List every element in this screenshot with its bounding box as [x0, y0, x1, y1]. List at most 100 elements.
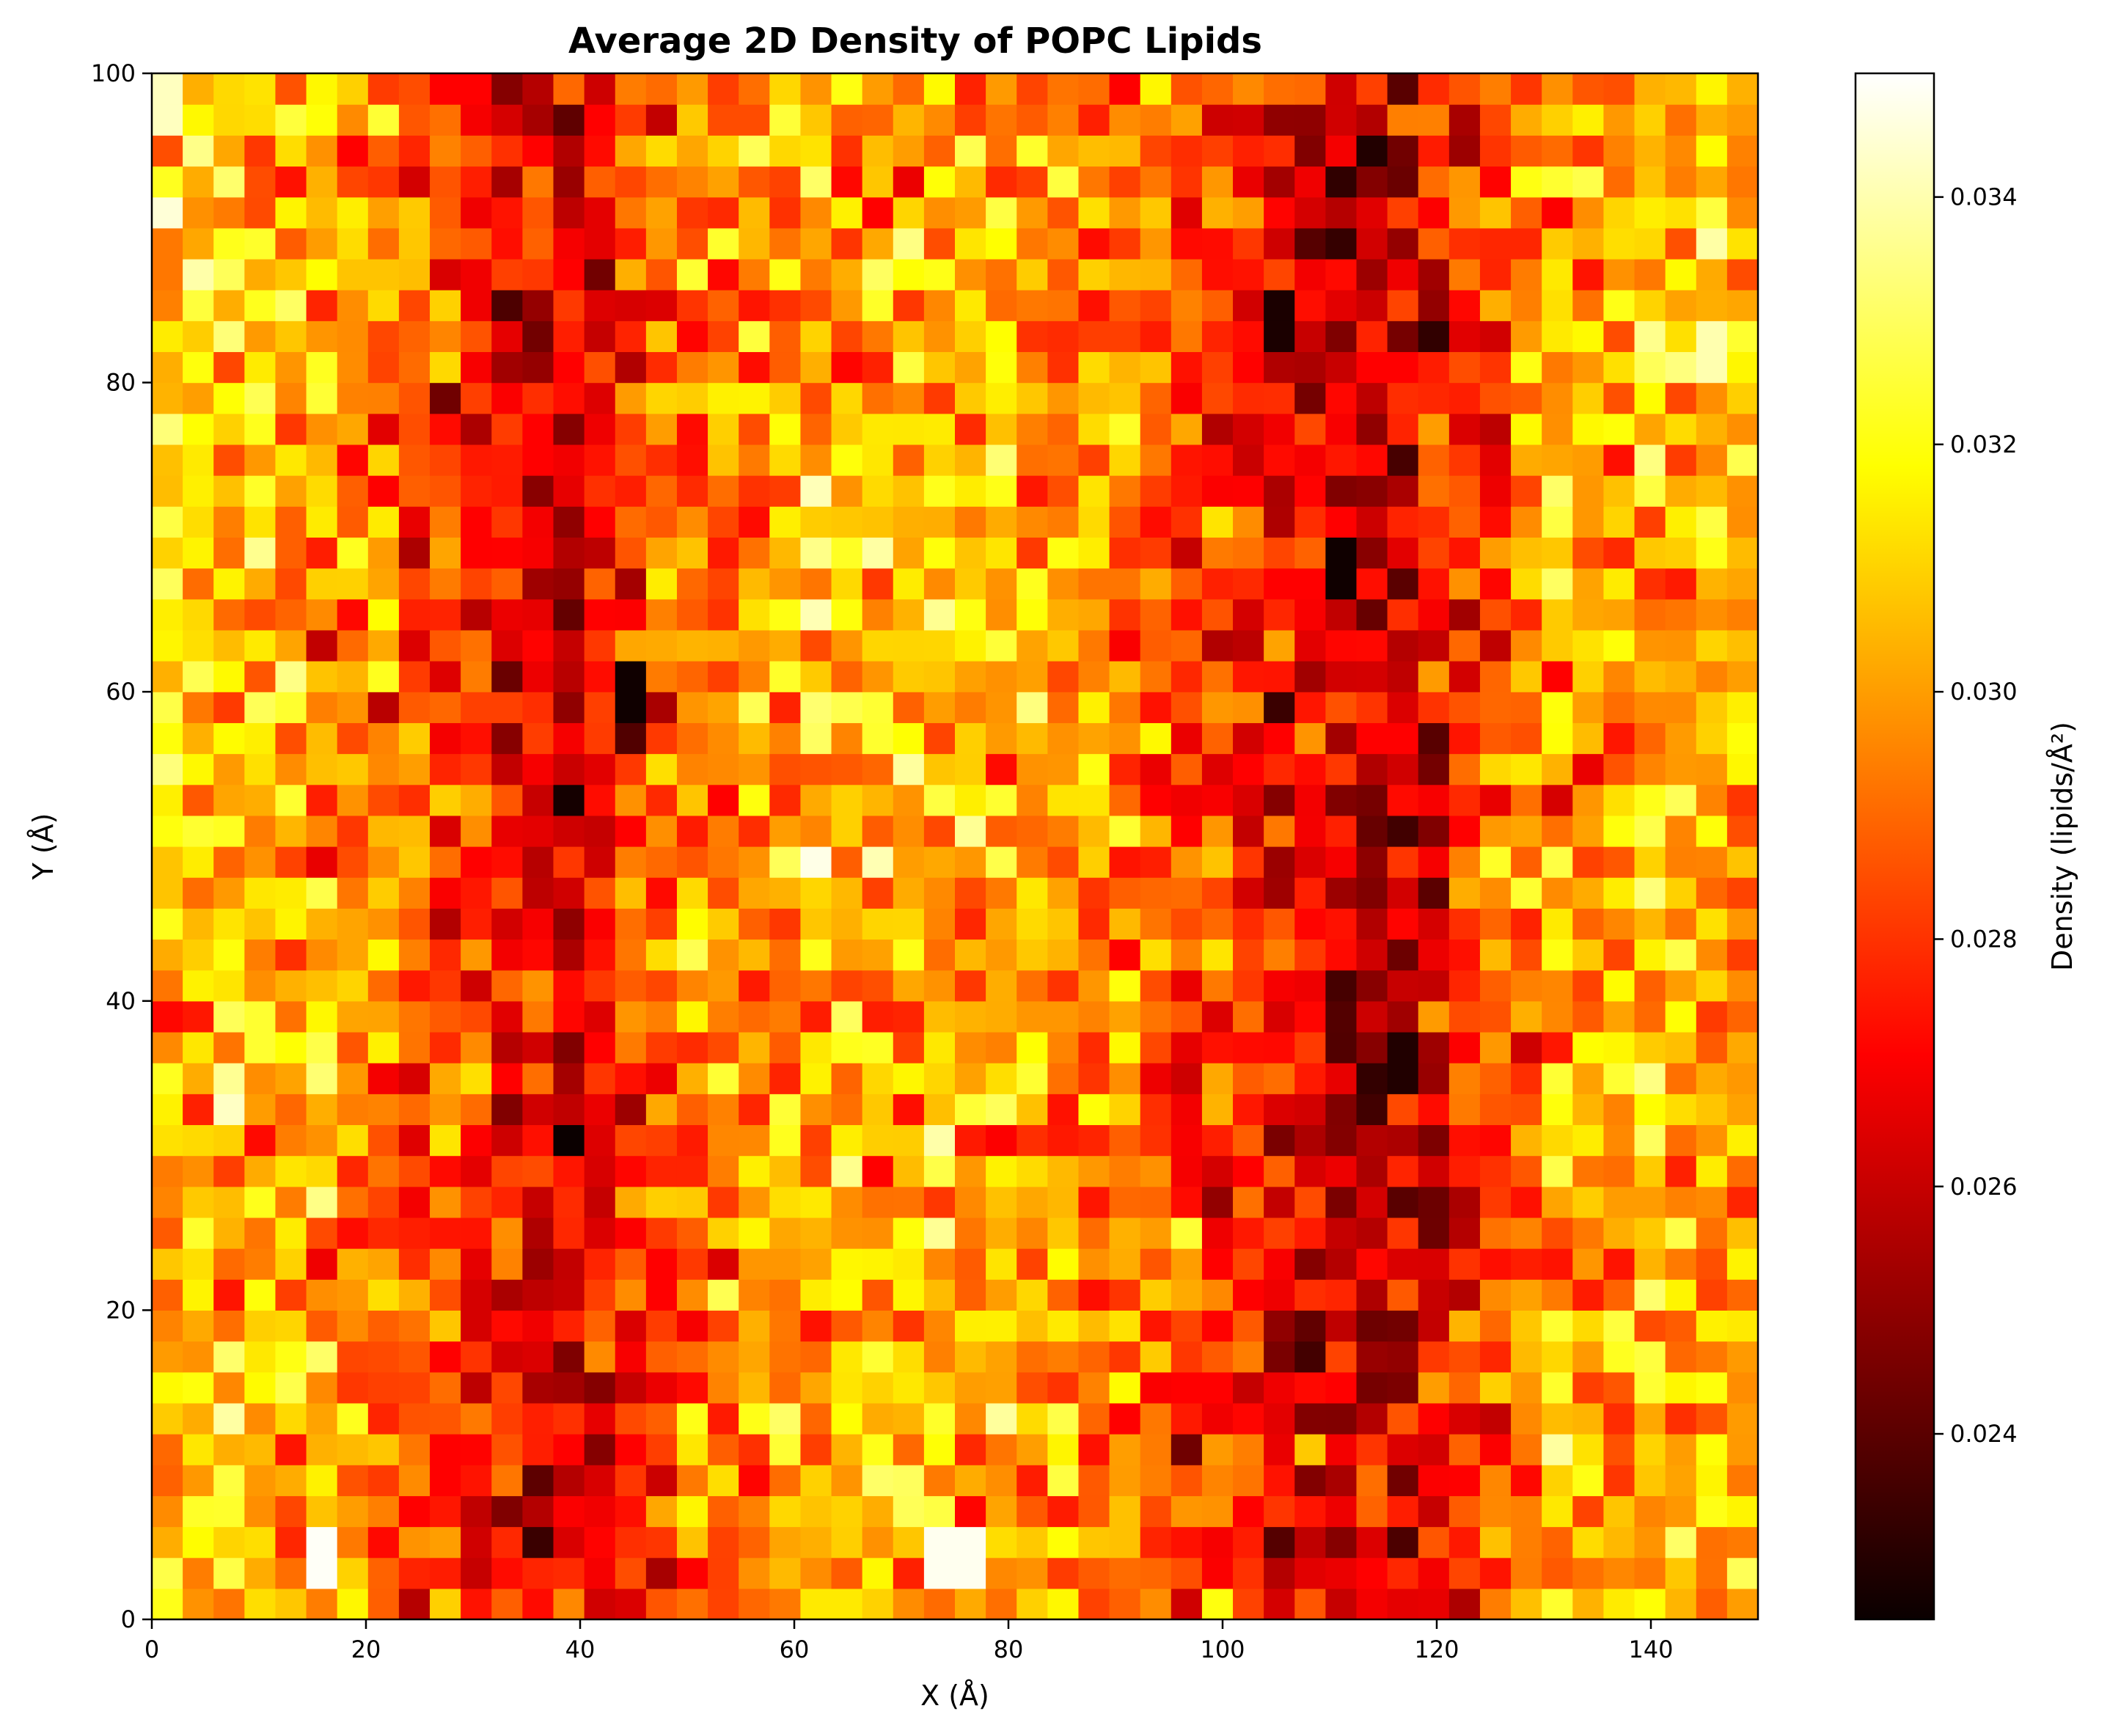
heatmap-cell: [337, 1063, 369, 1094]
heatmap-cell: [986, 908, 1017, 940]
heatmap-cell: [430, 1124, 461, 1157]
heatmap-cell: [584, 258, 616, 290]
heatmap-cell: [1696, 73, 1728, 105]
heatmap-cell: [1634, 1248, 1666, 1280]
heatmap-cell: [461, 1465, 492, 1496]
heatmap-cell: [1294, 908, 1326, 940]
heatmap-cell: [1201, 382, 1234, 414]
heatmap-cell: [1016, 815, 1048, 847]
heatmap-cell: [923, 846, 956, 878]
heatmap-cell: [893, 506, 925, 538]
heatmap-cell: [1418, 227, 1450, 260]
heatmap-cell: [461, 661, 492, 692]
heatmap-cell: [152, 1402, 183, 1435]
heatmap-cell: [1294, 1124, 1326, 1157]
heatmap-cell: [645, 784, 678, 816]
heatmap-cell: [1016, 970, 1048, 1002]
heatmap-cell: [1325, 815, 1358, 847]
heatmap-cell: [1542, 1495, 1573, 1528]
heatmap-cell: [1448, 846, 1481, 878]
heatmap-cell: [1387, 321, 1419, 353]
heatmap-cell: [1448, 1248, 1481, 1280]
heatmap-cell: [769, 1000, 802, 1033]
heatmap-cell: [1479, 1155, 1512, 1187]
heatmap-cell: [862, 1217, 894, 1249]
heatmap-cell: [1140, 970, 1172, 1002]
heatmap-cell: [676, 135, 708, 167]
heatmap-cell: [1109, 1031, 1141, 1063]
heatmap-cell: [862, 1248, 894, 1280]
heatmap-cell: [183, 506, 214, 538]
heatmap-cell: [862, 1155, 894, 1187]
y-tick-label: 100: [91, 59, 136, 87]
heatmap-cell: [1016, 104, 1048, 136]
heatmap-cell: [676, 692, 708, 723]
heatmap-cell: [1109, 537, 1141, 569]
heatmap-cell: [1542, 104, 1573, 136]
heatmap-cell: [1016, 877, 1048, 909]
heatmap-cell: [430, 73, 461, 105]
heatmap-cell: [1294, 73, 1326, 105]
heatmap-cell: [1109, 104, 1141, 136]
heatmap-cell: [1047, 1217, 1080, 1249]
heatmap-cell: [275, 1063, 307, 1094]
heatmap-cell: [183, 227, 214, 260]
heatmap-cell: [1511, 258, 1542, 290]
heatmap-cell: [1418, 1341, 1450, 1373]
heatmap-cell: [553, 568, 585, 600]
x-tick-label: 100: [1200, 1636, 1245, 1663]
heatmap-cell: [1479, 722, 1512, 755]
heatmap-cell: [1356, 444, 1388, 476]
heatmap-cell: [1356, 568, 1388, 600]
heatmap-cell: [1016, 939, 1048, 971]
heatmap-cell: [398, 598, 431, 631]
heatmap-cell: [1387, 877, 1419, 909]
heatmap-cell: [739, 444, 770, 476]
heatmap-cell: [553, 846, 585, 878]
heatmap-cell: [676, 104, 708, 136]
heatmap-cell: [461, 598, 492, 631]
heatmap-cell: [1356, 1279, 1388, 1311]
heatmap-cell: [152, 1155, 183, 1187]
heatmap-cell: [1665, 784, 1697, 816]
heatmap-cell: [152, 1465, 183, 1496]
heatmap-cell: [337, 846, 369, 878]
heatmap-cell: [800, 1186, 832, 1218]
heatmap-cells: [152, 73, 1759, 1620]
heatmap-cell: [1448, 1434, 1481, 1465]
heatmap-cell: [1603, 1031, 1635, 1063]
heatmap-cell: [1542, 1465, 1573, 1496]
heatmap-cell: [1171, 506, 1203, 538]
heatmap-cell: [923, 1371, 956, 1404]
heatmap-cell: [862, 598, 894, 631]
heatmap-cell: [337, 1094, 369, 1126]
heatmap-cell: [986, 135, 1017, 167]
heatmap-cell: [1233, 290, 1264, 321]
heatmap-cell: [367, 321, 400, 353]
heatmap-cell: [398, 1155, 431, 1187]
heatmap-cell: [1572, 753, 1605, 785]
heatmap-cell: [1233, 1526, 1264, 1559]
heatmap-cell: [553, 970, 585, 1002]
heatmap-cell: [1603, 753, 1635, 785]
heatmap-cell: [1140, 258, 1172, 290]
heatmap-cell: [708, 1310, 739, 1342]
heatmap-cell: [1016, 1310, 1048, 1342]
heatmap-cell: [615, 877, 647, 909]
heatmap-cell: [1294, 1186, 1326, 1218]
heatmap-cell: [1665, 1310, 1697, 1342]
heatmap-cell: [1726, 629, 1759, 662]
heatmap-cell: [1264, 444, 1295, 476]
heatmap-cell: [676, 753, 708, 785]
heatmap-cell: [306, 1588, 338, 1620]
heatmap-cell: [1356, 227, 1388, 260]
heatmap-cell: [1696, 1526, 1728, 1559]
heatmap-cell: [1294, 598, 1326, 631]
heatmap-cell: [1696, 1434, 1728, 1465]
heatmap-cell: [645, 722, 678, 755]
colorbar: [1854, 72, 1935, 1621]
heatmap-cell: [1171, 166, 1203, 198]
heatmap-cell: [1479, 1063, 1512, 1094]
heatmap-cell: [1479, 784, 1512, 816]
